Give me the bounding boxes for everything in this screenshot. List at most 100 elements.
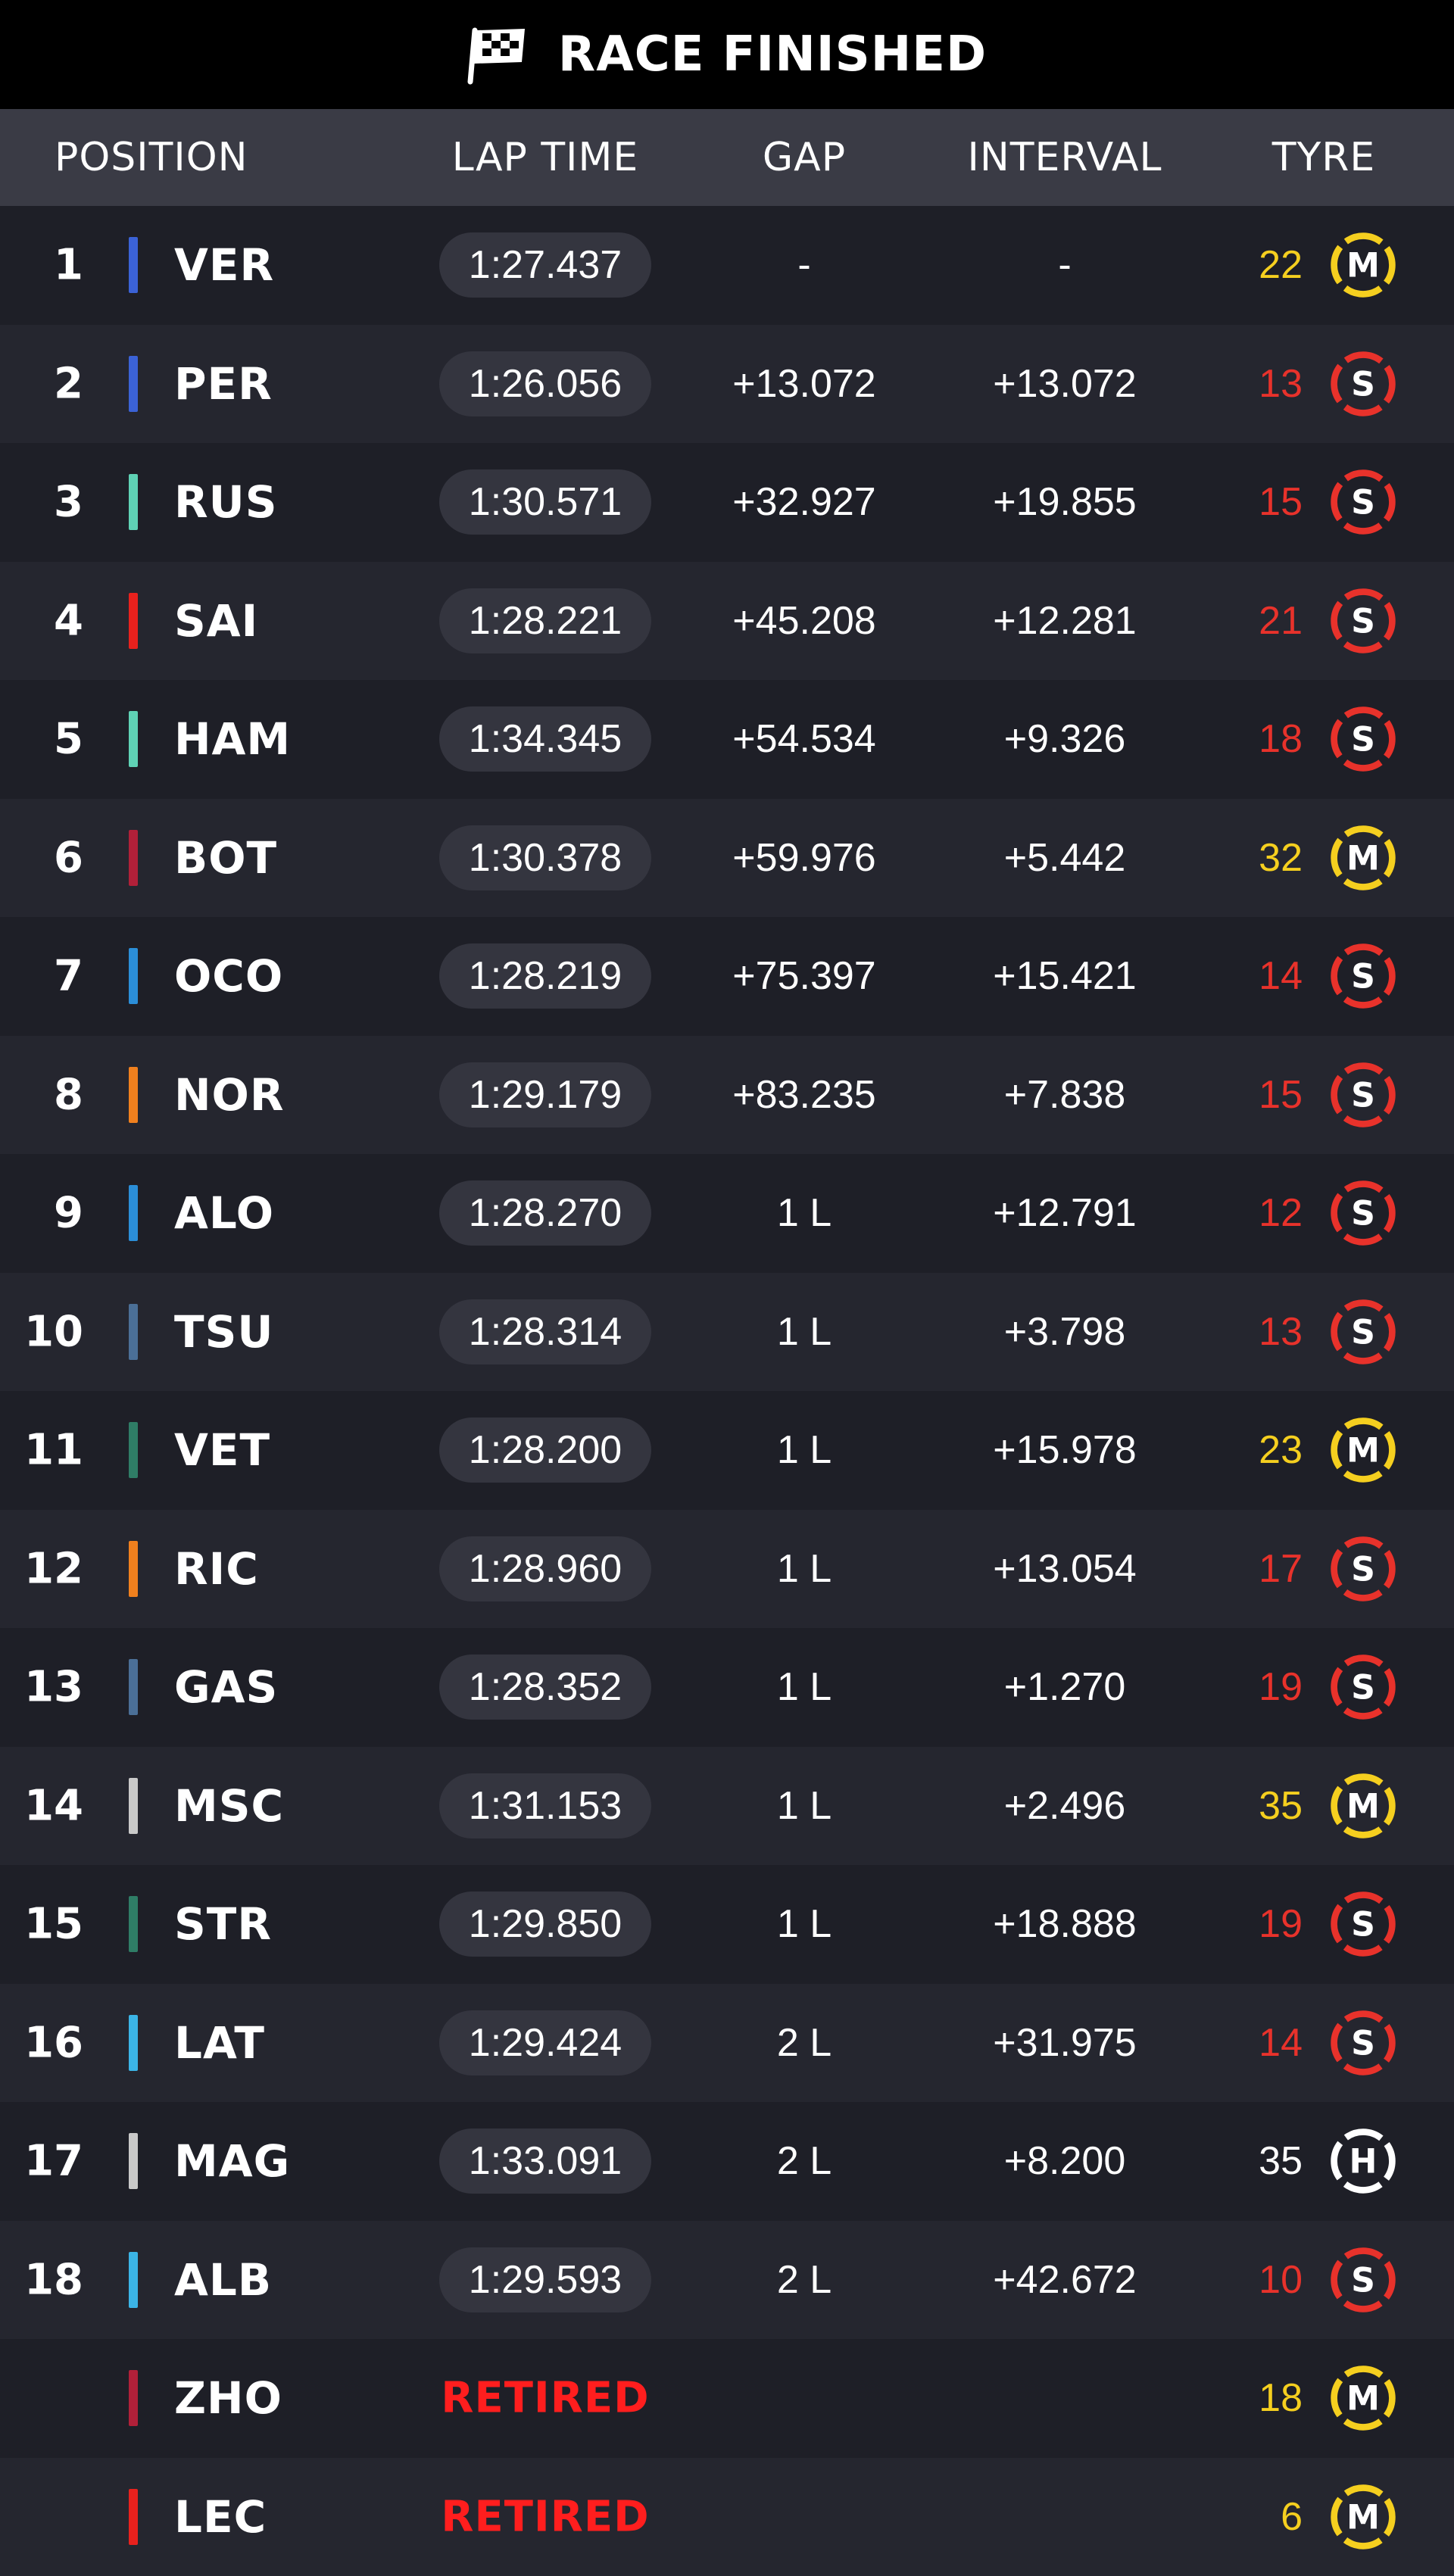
driver-code: ALB: [174, 2254, 272, 2306]
gap-value: +59.976: [732, 835, 875, 881]
lap-time-pill: 1:31.153: [439, 1773, 651, 1838]
soft-tyre-icon: S: [1327, 1651, 1399, 1723]
interval-value: +13.054: [993, 1546, 1136, 1592]
gap-value: 2 L: [777, 2020, 832, 2066]
tyre-compound-letter: H: [1349, 2143, 1378, 2181]
checkered-flag-icon: [467, 24, 531, 85]
position-number: 2: [0, 359, 83, 408]
position-number: 17: [0, 2137, 83, 2186]
position-number: 11: [0, 1426, 83, 1475]
interval-value: +19.855: [993, 479, 1136, 525]
team-color-bar: [129, 1304, 138, 1360]
driver-code: NOR: [174, 1069, 285, 1121]
tyre-compound-letter: M: [1346, 247, 1380, 285]
tyre-age: 35: [1259, 2138, 1303, 2184]
medium-tyre-icon: M: [1327, 229, 1399, 301]
tyre-age: 14: [1259, 2020, 1303, 2066]
gap-value: 2 L: [777, 2138, 832, 2184]
interval-value: +8.200: [1004, 2138, 1126, 2184]
driver-code: PER: [174, 358, 273, 410]
interval-value: +42.672: [993, 2257, 1136, 2303]
lap-time-pill: 1:33.091: [439, 2128, 651, 2194]
driver-code: OCO: [174, 950, 283, 1002]
gap-value: +32.927: [732, 479, 875, 525]
tyre-compound-letter: S: [1351, 1906, 1375, 1944]
lap-time-pill: 1:28.221: [439, 588, 651, 653]
position-number: 13: [0, 1663, 83, 1712]
tyre-compound-letter: S: [1351, 721, 1375, 759]
team-color-bar: [129, 356, 138, 412]
driver-code: SAI: [174, 595, 258, 647]
tyre-age: 32: [1259, 835, 1303, 881]
soft-tyre-icon: S: [1327, 2007, 1399, 2079]
lap-time-pill: 1:29.850: [439, 1891, 651, 1957]
driver-code: MAG: [174, 2135, 290, 2187]
tyre-age: 15: [1259, 479, 1303, 525]
gap-value: 1 L: [777, 1546, 832, 1592]
medium-tyre-icon: M: [1327, 2362, 1399, 2434]
team-color-bar: [129, 1541, 138, 1597]
driver-code: GAS: [174, 1661, 278, 1713]
tyre-compound-letter: S: [1351, 484, 1375, 522]
tyre-age: 13: [1259, 1309, 1303, 1355]
tyre-age: 14: [1259, 953, 1303, 999]
interval-value: +12.791: [993, 1190, 1136, 1236]
position-number: 12: [0, 1544, 83, 1593]
soft-tyre-icon: S: [1327, 1533, 1399, 1605]
table-row[interactable]: 17 MAG 1:33.091 2 L +8.200 35 H: [0, 2102, 1454, 2221]
driver-code: ALO: [174, 1187, 274, 1239]
gap-value: 1 L: [777, 1783, 832, 1829]
position-number: 9: [0, 1189, 83, 1238]
team-color-bar: [129, 2015, 138, 2071]
gap-value: +45.208: [732, 598, 875, 644]
driver-code: RUS: [174, 476, 278, 528]
medium-tyre-icon: M: [1327, 1414, 1399, 1486]
header-gap: GAP: [763, 135, 846, 180]
gap-value: 1 L: [777, 1664, 832, 1710]
tyre-compound-letter: S: [1351, 2024, 1375, 2063]
team-color-bar: [129, 1185, 138, 1241]
driver-code: STR: [174, 1898, 272, 1950]
position-number: 6: [0, 833, 83, 882]
tyre-compound-letter: S: [1351, 1550, 1375, 1589]
position-number: 15: [0, 1900, 83, 1949]
interval-value: +7.838: [1004, 1072, 1126, 1118]
team-color-bar: [129, 593, 138, 649]
gap-value: 1 L: [777, 1901, 832, 1947]
gap-value: +13.072: [732, 361, 875, 407]
tyre-age: 18: [1259, 2375, 1303, 2421]
gap-value: 1 L: [777, 1427, 832, 1473]
tyre-age: 22: [1259, 242, 1303, 288]
lap-time-pill: 1:26.056: [439, 351, 651, 416]
tyre-age: 18: [1259, 716, 1303, 762]
tyre-age: 12: [1259, 1190, 1303, 1236]
interval-value: +15.421: [993, 953, 1136, 999]
lap-time-pill: 1:28.200: [439, 1417, 651, 1483]
soft-tyre-icon: S: [1327, 2244, 1399, 2316]
medium-tyre-icon: M: [1327, 2481, 1399, 2553]
gap-value: +83.235: [732, 1072, 875, 1118]
header-lap-time: LAP TIME: [452, 135, 638, 180]
lap-time-pill: 1:27.437: [439, 232, 651, 298]
tyre-compound-letter: S: [1351, 365, 1375, 404]
tyre-age: 6: [1281, 2494, 1303, 2540]
